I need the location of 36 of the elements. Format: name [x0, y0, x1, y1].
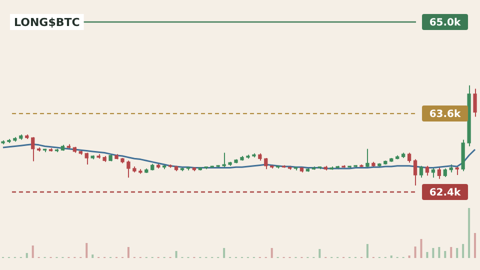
candlestick	[473, 88, 477, 118]
bar	[414, 246, 416, 258]
candlestick	[31, 136, 35, 162]
candlestick	[425, 165, 430, 176]
bar	[86, 243, 88, 258]
candlestick	[366, 148, 370, 168]
bar	[26, 253, 28, 258]
bar	[444, 251, 446, 258]
candlestick	[437, 166, 441, 180]
candlestick	[455, 165, 459, 176]
bar	[474, 233, 476, 258]
bar	[426, 252, 428, 258]
bar	[270, 248, 273, 258]
y-tick-label: 62.4k	[429, 188, 462, 199]
candlestick	[407, 152, 412, 164]
bar	[223, 248, 226, 258]
bar	[468, 208, 470, 258]
bar	[318, 249, 321, 258]
bar	[462, 244, 464, 258]
candlestick	[264, 158, 268, 170]
bar	[366, 244, 368, 258]
bar	[175, 251, 178, 258]
bar	[450, 247, 452, 258]
candlestick	[413, 158, 418, 186]
bar	[438, 247, 440, 258]
bar	[420, 239, 422, 258]
bar	[92, 254, 94, 258]
chart-title: LONG$BTC	[14, 16, 80, 29]
bar	[127, 247, 130, 258]
bar	[432, 248, 434, 258]
y-tick-label: 63.6k	[429, 109, 462, 120]
candlestick	[419, 165, 424, 178]
bar	[456, 248, 458, 258]
y-tick-label: 65.0k	[429, 18, 462, 29]
candlestick	[222, 152, 226, 168]
candlestick	[126, 160, 130, 178]
